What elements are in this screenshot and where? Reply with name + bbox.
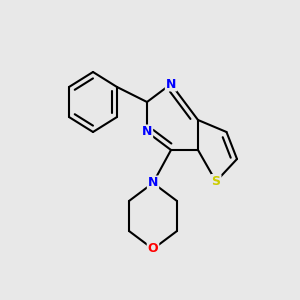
Text: S: S bbox=[212, 175, 220, 188]
Text: O: O bbox=[148, 242, 158, 256]
Text: N: N bbox=[148, 176, 158, 190]
Text: N: N bbox=[142, 125, 152, 139]
Text: N: N bbox=[166, 77, 176, 91]
